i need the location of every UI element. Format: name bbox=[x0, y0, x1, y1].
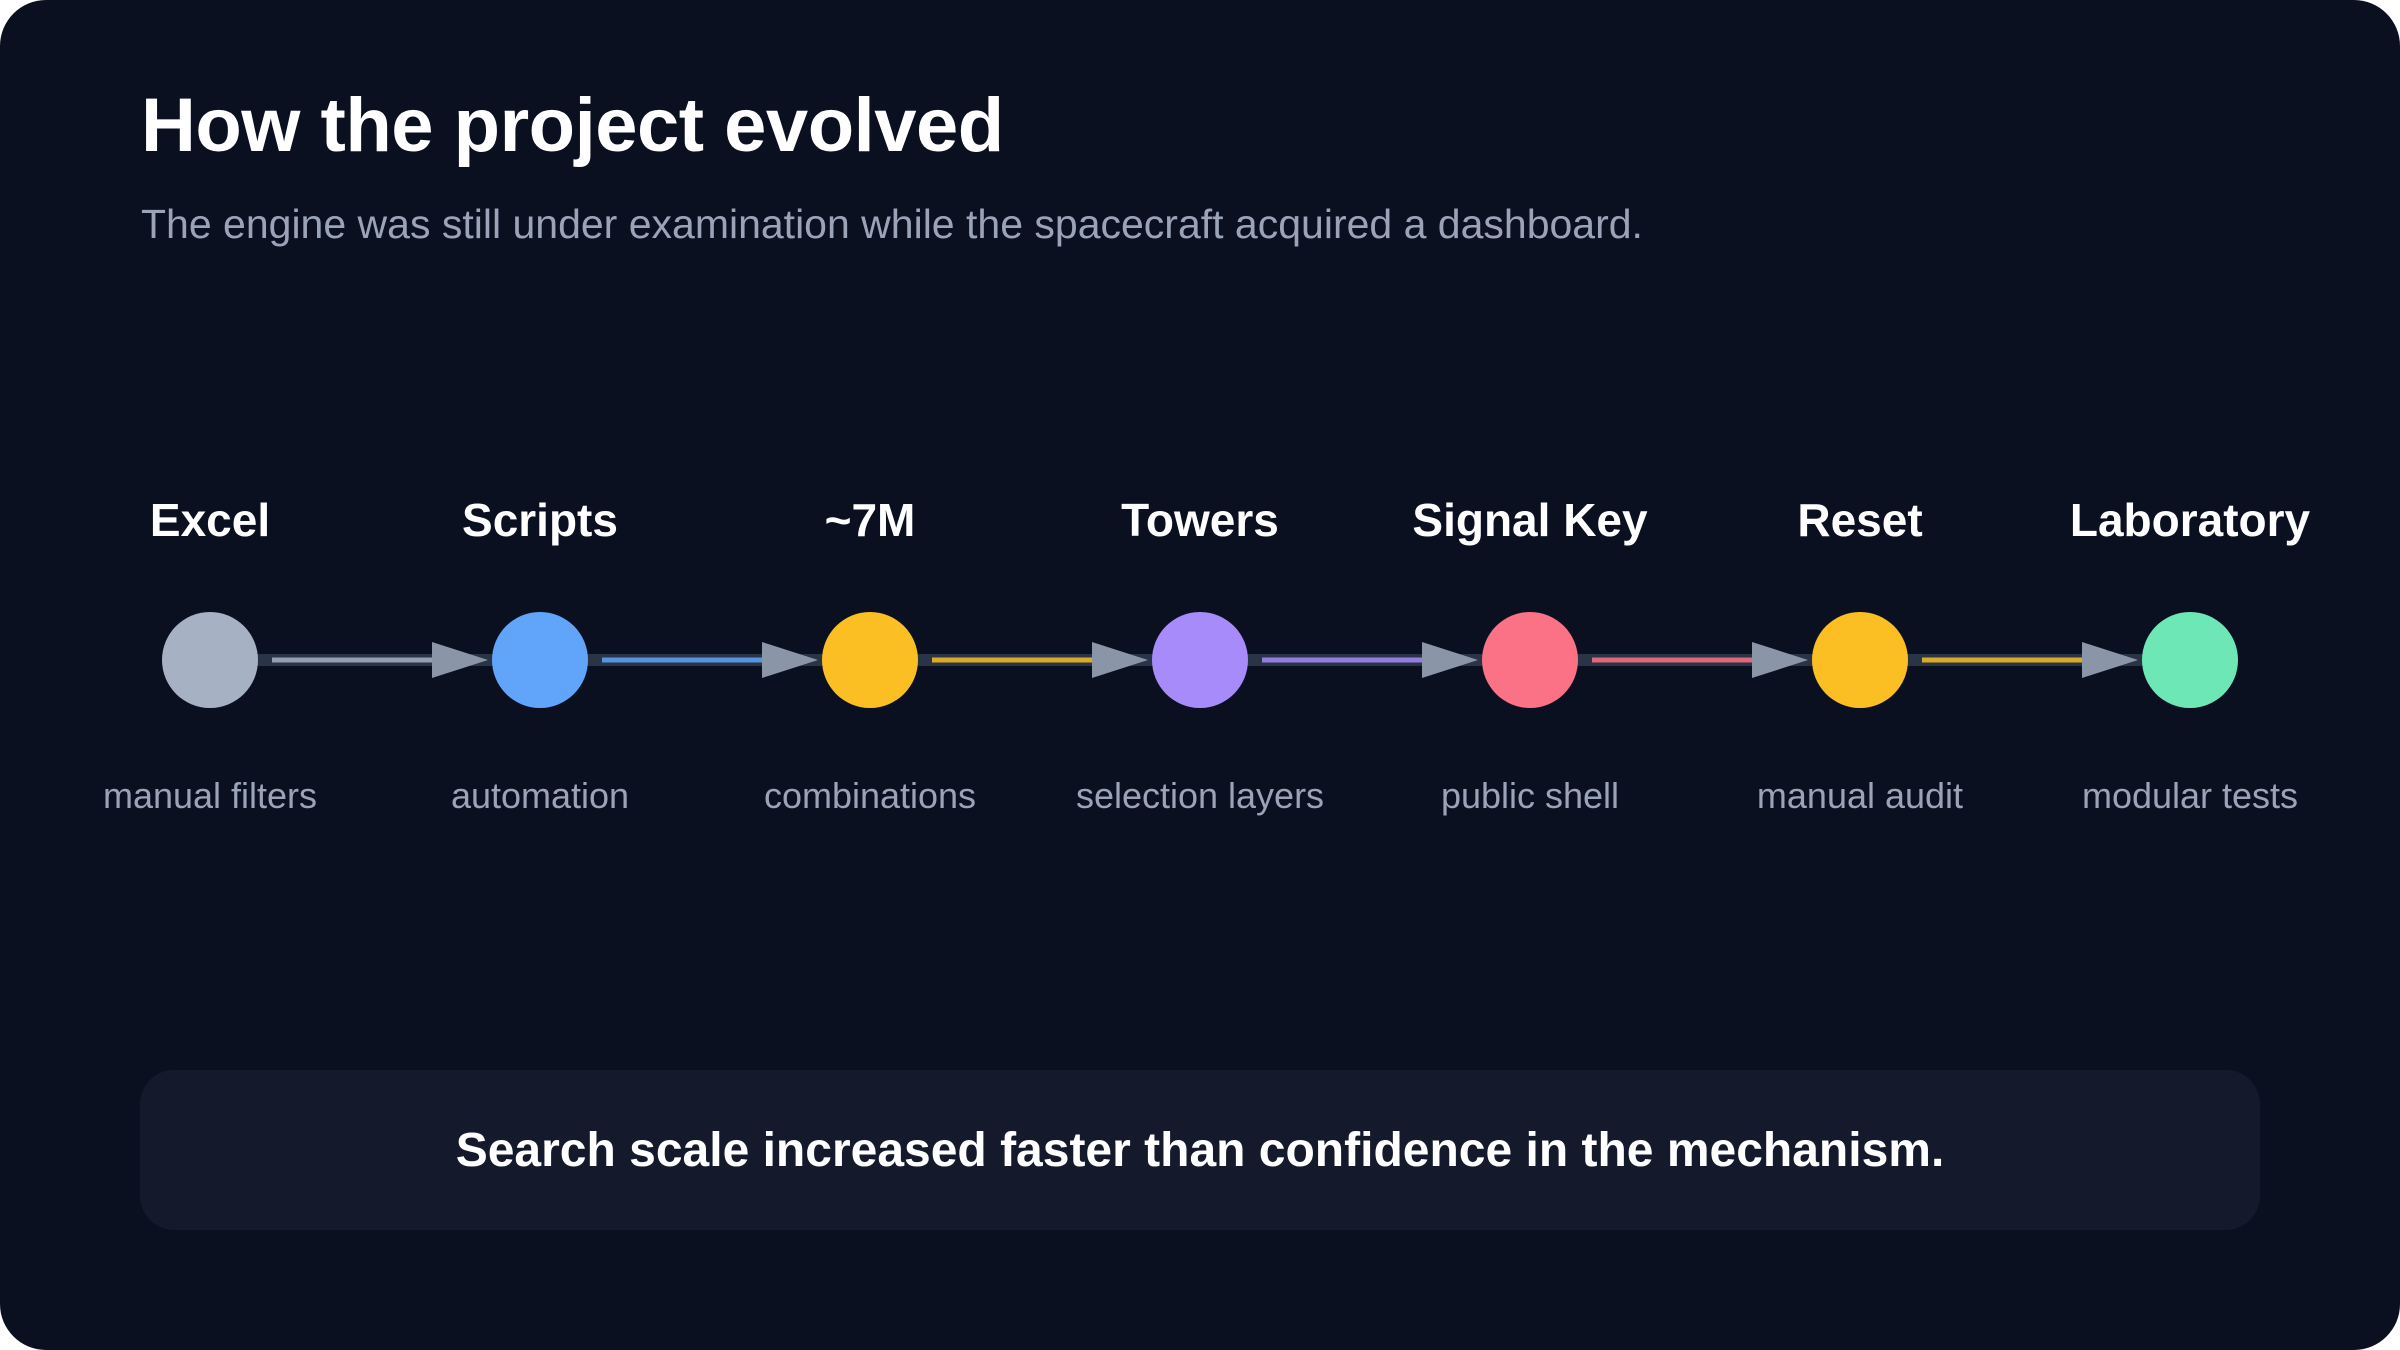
step-node bbox=[162, 612, 258, 708]
page-subtitle: The engine was still under examination w… bbox=[141, 201, 1643, 247]
step-title: Excel bbox=[150, 494, 270, 546]
connector-arrow bbox=[912, 642, 1158, 678]
timeline-step: Excel manual filters bbox=[103, 494, 317, 816]
step-node bbox=[2142, 612, 2238, 708]
timeline-step: Reset manual audit bbox=[1757, 494, 1963, 816]
step-description: automation bbox=[451, 775, 629, 816]
timeline-step: Laboratory modular tests bbox=[2070, 494, 2311, 816]
step-node bbox=[492, 612, 588, 708]
arrowhead bbox=[432, 642, 488, 678]
step-description: manual audit bbox=[1757, 775, 1963, 816]
step-description: combinations bbox=[764, 775, 976, 816]
arrowhead bbox=[1752, 642, 1808, 678]
arrowhead bbox=[762, 642, 818, 678]
step-node bbox=[1812, 612, 1908, 708]
connector-arrow bbox=[1902, 642, 2148, 678]
arrowhead bbox=[2082, 642, 2138, 678]
step-node bbox=[1482, 612, 1578, 708]
step-title: Scripts bbox=[462, 494, 618, 546]
node-group: Excel manual filters Scripts automation ~7M c… bbox=[103, 494, 2311, 816]
step-title: ~7M bbox=[825, 494, 916, 546]
page-title: How the project evolved bbox=[141, 83, 1004, 168]
step-description: manual filters bbox=[103, 775, 317, 816]
connector-arrow bbox=[252, 642, 498, 678]
step-node bbox=[822, 612, 918, 708]
timeline-step: Towers selection layers bbox=[1076, 494, 1324, 816]
step-title: Laboratory bbox=[2070, 494, 2311, 546]
step-title: Signal Key bbox=[1412, 494, 1648, 546]
connector-arrow bbox=[1572, 642, 1818, 678]
step-description: public shell bbox=[1441, 775, 1619, 816]
step-description: modular tests bbox=[2082, 775, 2298, 816]
step-title: Towers bbox=[1121, 494, 1279, 546]
timeline-step: ~7M combinations bbox=[764, 494, 976, 816]
step-description: selection layers bbox=[1076, 775, 1324, 816]
timeline-step: Scripts automation bbox=[451, 494, 629, 816]
connector-group bbox=[252, 642, 2148, 678]
arrowhead bbox=[1422, 642, 1478, 678]
step-title: Reset bbox=[1797, 494, 1922, 546]
step-node bbox=[1152, 612, 1248, 708]
takeaway-text: Search scale increased faster than confi… bbox=[455, 1123, 1945, 1177]
takeaway-callout: Search scale increased faster than confi… bbox=[140, 1070, 2260, 1230]
connector-arrow bbox=[582, 642, 828, 678]
arrowhead bbox=[1092, 642, 1148, 678]
timeline-step: Signal Key public shell bbox=[1412, 494, 1648, 816]
connector-arrow bbox=[1242, 642, 1488, 678]
